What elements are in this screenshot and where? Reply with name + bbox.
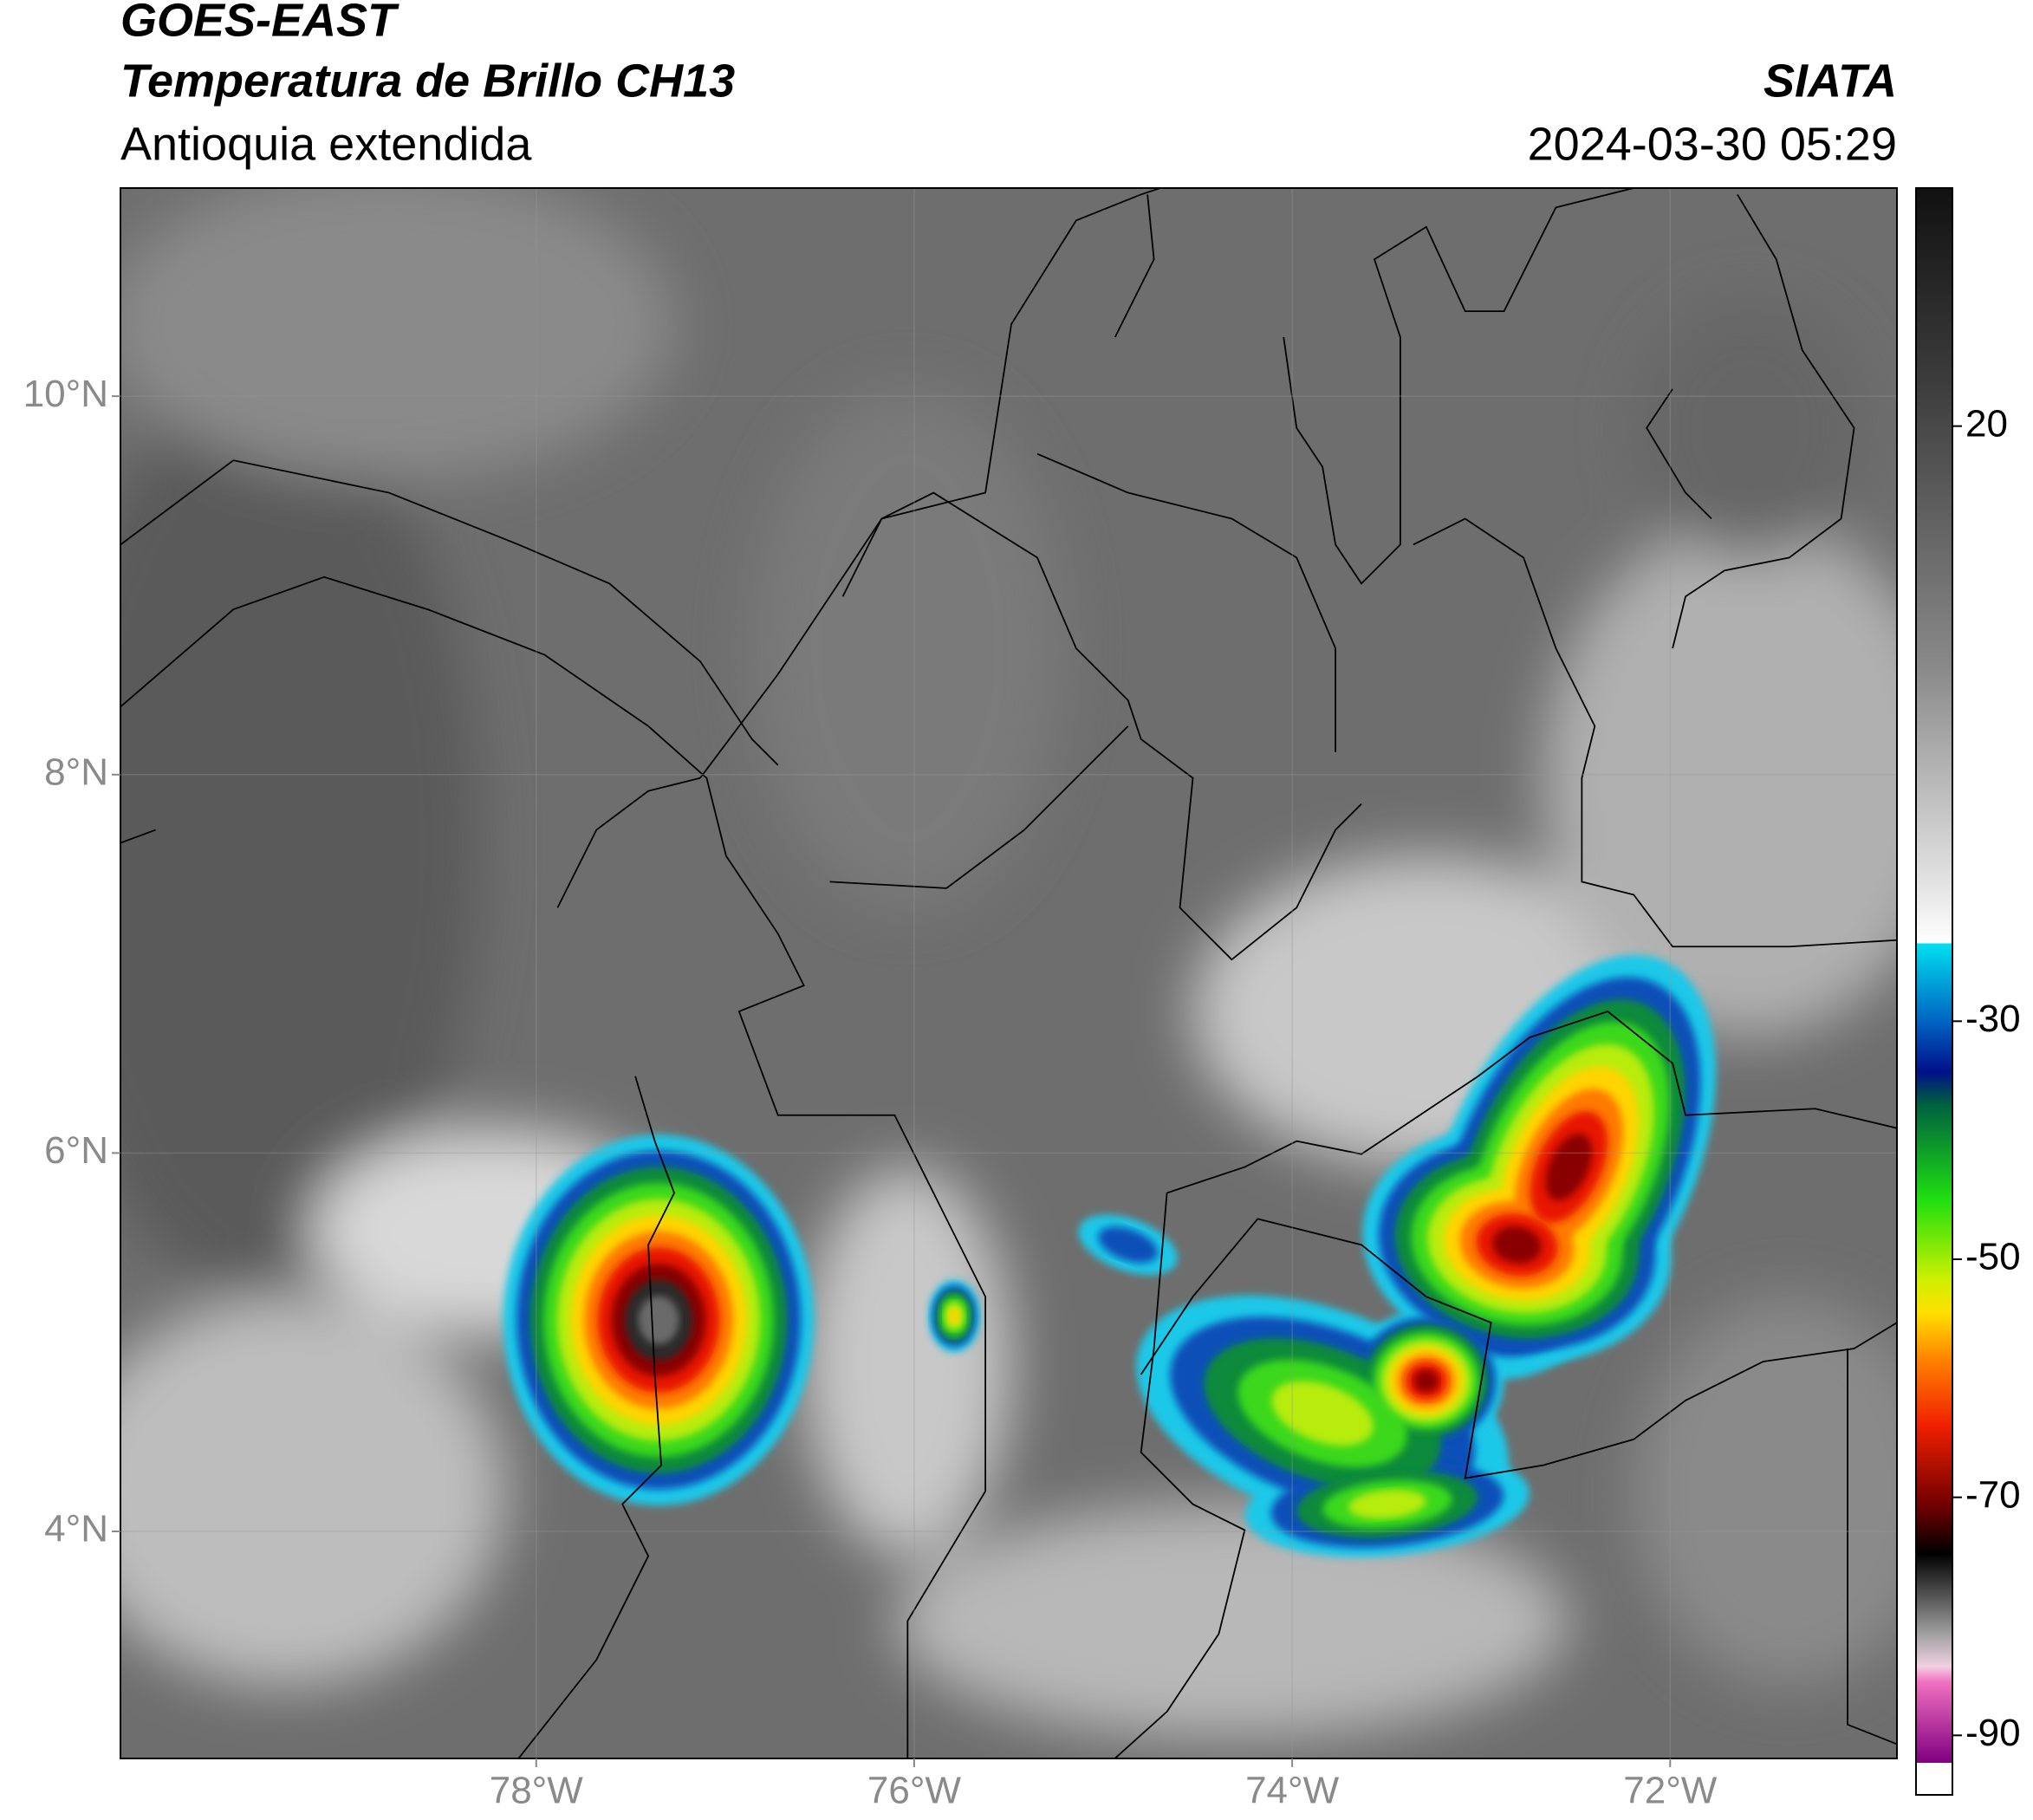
y-tick-label: 10°N — [23, 373, 108, 415]
map-frame — [120, 187, 1898, 1759]
x-tick-label: 74°W — [1245, 1770, 1340, 1812]
cloud-top — [1271, 1381, 1374, 1446]
cloud-top — [1348, 1489, 1426, 1519]
datetime: 2024-03-30 05:29 — [1528, 118, 1897, 170]
cloud-top — [638, 1296, 679, 1345]
cloud-top — [948, 1307, 961, 1325]
y-tick-label: 4°N — [44, 1508, 108, 1550]
cloud-top — [1492, 1225, 1542, 1264]
cloud-top — [1413, 1369, 1439, 1393]
colorbar-tick-label: -90 — [1965, 1712, 2021, 1754]
y-tick-label: 6°N — [44, 1129, 108, 1172]
borders — [120, 188, 1897, 1758]
cloud-top — [1545, 1133, 1593, 1201]
x-tick-label: 76°W — [867, 1770, 962, 1812]
agency: SIATA — [1763, 55, 1897, 107]
colorbar-tick-label: -30 — [1965, 998, 2021, 1040]
colorbar-tick-label: -70 — [1965, 1473, 2021, 1516]
title: GOES-EAST — [120, 0, 399, 46]
subtitle: Temperatura de Brillo CH13 — [120, 55, 735, 107]
cloud-top — [1098, 1226, 1158, 1264]
x-tick-label: 78°W — [490, 1770, 584, 1812]
colorbar-tick-label: -50 — [1965, 1236, 2021, 1278]
y-tick-label: 8°N — [44, 751, 108, 793]
x-tick-label: 72°W — [1623, 1770, 1718, 1812]
map-image — [120, 188, 1897, 1758]
colorbar-tick-label: 20 — [1965, 402, 2008, 445]
region: Antioquia extendida — [120, 118, 532, 170]
colorbar — [1915, 187, 1953, 1796]
